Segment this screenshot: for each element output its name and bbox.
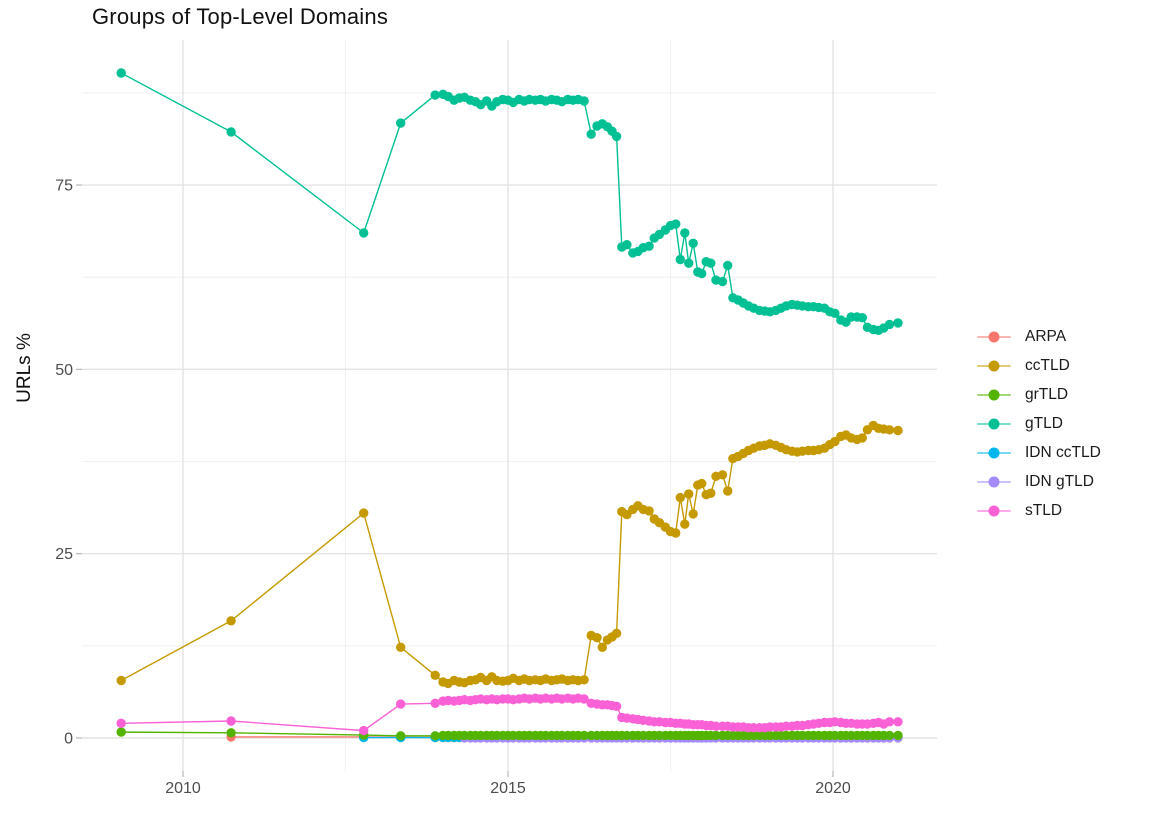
legend-key-icon xyxy=(977,388,1011,402)
legend-item-arpa: ARPA xyxy=(977,322,1101,351)
legend-key-icon xyxy=(977,475,1011,489)
legend-item-idn-cctld: IDN ccTLD xyxy=(977,438,1101,467)
legend-label: IDN ccTLD xyxy=(1025,443,1101,461)
x-tick-label: 2020 xyxy=(815,780,851,797)
legend-label: grTLD xyxy=(1025,385,1069,403)
y-tick-label: 75 xyxy=(55,178,73,195)
x-tick-label: 2010 xyxy=(165,780,201,797)
legend-label: gTLD xyxy=(1025,414,1063,432)
series-gtld xyxy=(116,68,903,335)
legend-item-gtld: gTLD xyxy=(977,409,1101,438)
axis-ticks xyxy=(76,184,834,777)
legend-item-cctld: ccTLD xyxy=(977,351,1101,380)
legend: ARPA ccTLD grTLD gTLD IDN ccTLD IDN gTLD sTLD xyxy=(977,322,1101,525)
gridlines-minor xyxy=(82,40,937,771)
legend-label: ccTLD xyxy=(1025,356,1070,374)
x-tick-label: 2015 xyxy=(490,780,526,797)
legend-item-idn-gtld: IDN gTLD xyxy=(977,467,1101,496)
y-tick-label: 25 xyxy=(55,546,73,563)
legend-item-grtld: grTLD xyxy=(977,380,1101,409)
y-axis-tick-labels: 0 25 50 75 xyxy=(55,178,73,748)
y-tick-label: 0 xyxy=(64,731,73,748)
x-axis-tick-labels: 2010 2015 2020 xyxy=(165,780,851,797)
legend-key-icon xyxy=(977,417,1011,431)
y-tick-label: 50 xyxy=(55,362,73,379)
legend-label: IDN gTLD xyxy=(1025,472,1094,490)
series-grtld xyxy=(116,727,903,741)
legend-item-stld: sTLD xyxy=(977,496,1101,525)
legend-key-icon xyxy=(977,359,1011,373)
legend-label: sTLD xyxy=(1025,501,1063,519)
legend-label: ARPA xyxy=(1025,327,1067,345)
series-stld xyxy=(116,693,903,736)
legend-key-icon xyxy=(977,446,1011,460)
chart-title: Groups of Top-Level Domains xyxy=(92,4,389,29)
series-cctld xyxy=(116,420,903,689)
gridlines-major xyxy=(82,40,937,771)
legend-key-icon xyxy=(977,504,1011,518)
legend-key-icon xyxy=(977,330,1011,344)
